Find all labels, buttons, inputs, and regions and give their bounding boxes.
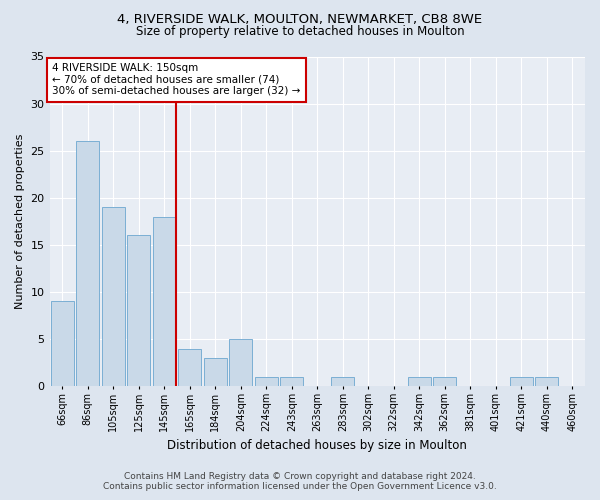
Bar (76, 142, 99, 386)
Text: Size of property relative to detached houses in Moulton: Size of property relative to detached ho… (136, 25, 464, 38)
Bar (280, 377, 303, 386)
Text: 4, RIVERSIDE WALK, MOULTON, NEWMARKET, CB8 8WE: 4, RIVERSIDE WALK, MOULTON, NEWMARKET, C… (118, 12, 482, 26)
Bar (229, 339, 252, 386)
Text: 4 RIVERSIDE WALK: 150sqm
← 70% of detached houses are smaller (74)
30% of semi-d: 4 RIVERSIDE WALK: 150sqm ← 70% of detach… (52, 63, 301, 96)
Bar (535, 377, 558, 386)
Bar (127, 236, 150, 386)
Text: Contains HM Land Registry data © Crown copyright and database right 2024.
Contai: Contains HM Land Registry data © Crown c… (103, 472, 497, 491)
Bar (331, 377, 354, 386)
Bar (408, 377, 431, 386)
Bar (255, 377, 278, 386)
Bar (178, 348, 201, 386)
Bar (510, 377, 533, 386)
Y-axis label: Number of detached properties: Number of detached properties (15, 134, 25, 309)
Bar (433, 377, 456, 386)
X-axis label: Distribution of detached houses by size in Moulton: Distribution of detached houses by size … (167, 440, 467, 452)
Bar (153, 216, 176, 386)
Bar (102, 207, 125, 386)
Bar (51, 302, 74, 386)
Bar (204, 358, 227, 386)
